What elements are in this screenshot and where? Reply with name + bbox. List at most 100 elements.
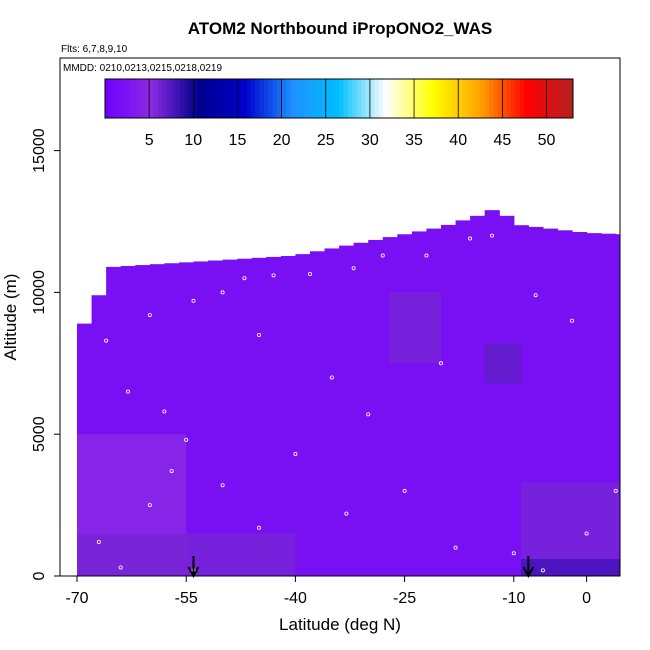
colorbar-segment (497, 79, 503, 118)
curtain-column (499, 215, 515, 576)
colorbar-frame (104, 78, 574, 119)
colorbar-segment (127, 79, 132, 118)
colorbar (104, 78, 574, 119)
colorbar-tick-label: 5 (145, 132, 154, 149)
colorbar-segment (294, 79, 300, 118)
colorbar-segment (480, 79, 486, 118)
colorbar-segment (431, 79, 437, 118)
colorbar-segment (405, 79, 411, 118)
colorbar-segment (396, 79, 402, 118)
colorbar-segment (564, 79, 570, 118)
colorbar-segment (436, 79, 442, 118)
colorbar-segment (188, 79, 194, 118)
colorbar-segment (462, 79, 468, 118)
colorbar-segment (197, 79, 203, 118)
colorbar-tick-label: 50 (538, 132, 556, 149)
colorbar-segment (153, 79, 159, 118)
curtain-column (280, 255, 296, 576)
colorbar-segment (113, 79, 119, 118)
curtain-column (455, 220, 471, 576)
colorbar-segment (215, 79, 221, 118)
colorbar-segment (502, 79, 508, 118)
colorbar-segment (299, 79, 305, 118)
colorbar-segment (286, 79, 291, 118)
colorbar-segment (542, 79, 548, 118)
colorbar-segment (515, 79, 521, 118)
colorbar-segment (559, 79, 565, 118)
sample-point (329, 375, 334, 380)
flights-label: Flts: 6,7,8,9,10 (61, 44, 128, 55)
colorbar-segment (493, 79, 499, 118)
colorbar-segment (219, 79, 225, 118)
plot-frame (59, 57, 621, 577)
colorbar-segment (334, 79, 340, 118)
sample-point (96, 539, 101, 544)
colorbar-segment (387, 79, 393, 118)
curtain-column (339, 245, 355, 576)
curtain-column (251, 257, 267, 576)
curtain-column (397, 234, 413, 576)
colorbar-segment (391, 79, 397, 118)
colorbar-segment (268, 79, 274, 118)
colorbar-segment (171, 79, 177, 118)
colorbar-segment (241, 79, 247, 118)
colorbar-segment (224, 79, 230, 118)
colorbar-segment (361, 79, 366, 118)
colorbar-segment (568, 79, 574, 118)
colorbar-segment (202, 79, 208, 118)
curtain-column (222, 259, 238, 576)
colorbar-segment (489, 79, 495, 118)
colorbar-segment (365, 79, 371, 118)
colorbar-segment (506, 79, 512, 118)
sample-point (147, 313, 152, 318)
colorbar-tick-label: 45 (493, 132, 511, 149)
chart-title: ATOM2 Northbound iPropONO2_WAS (188, 19, 492, 38)
colorbar-segment (316, 79, 322, 118)
colorbar-segment (140, 79, 146, 118)
colorbar-segment (281, 79, 287, 118)
curtain-feature (77, 533, 296, 576)
sample-point (307, 271, 312, 276)
curtain-feature (521, 482, 620, 562)
colorbar-segment (449, 79, 455, 118)
colorbar-segment (228, 79, 234, 118)
sample-point (220, 290, 225, 295)
colorbar-segment (166, 79, 172, 118)
y-tick-label: 15000 (31, 128, 48, 173)
colorbar-segment (550, 79, 556, 118)
sample-point (636, 282, 639, 285)
curtain-column (411, 231, 428, 576)
colorbar-segment (175, 79, 181, 118)
colorbar-segment (458, 79, 464, 118)
x-tick-label: -55 (175, 590, 198, 607)
sample-point (468, 236, 473, 241)
curtain-feature (390, 292, 441, 364)
sample-point (453, 545, 458, 550)
curtain-column (426, 228, 442, 576)
colorbar-tick-label: 30 (361, 132, 379, 149)
sample-point (184, 437, 189, 442)
sample-point (570, 318, 575, 323)
sample-point (256, 332, 261, 337)
colorbar-segment (533, 79, 539, 118)
colorbar-segment (237, 79, 243, 118)
colorbar-segment (308, 79, 314, 118)
curtain-column (630, 235, 645, 576)
y-axis-title: Altitude (m) (1, 274, 20, 361)
colorbar-segment (524, 79, 530, 118)
sample-point (169, 469, 174, 474)
sample-point (489, 233, 494, 238)
colorbar-segment (546, 79, 552, 118)
colorbar-segment (122, 79, 128, 118)
colorbar-segment (418, 79, 424, 118)
sample-point (366, 412, 371, 417)
colorbar-tick-label: 25 (317, 132, 335, 149)
sample-point (118, 565, 123, 570)
colorbar-tick-label: 15 (229, 132, 247, 149)
curtain-column (353, 242, 369, 576)
colorbar-segment (528, 79, 534, 118)
colorbar-segment (467, 79, 472, 118)
colorbar-segment (339, 79, 344, 118)
colorbar-segment (157, 79, 163, 118)
colorbar-segment (356, 79, 362, 118)
